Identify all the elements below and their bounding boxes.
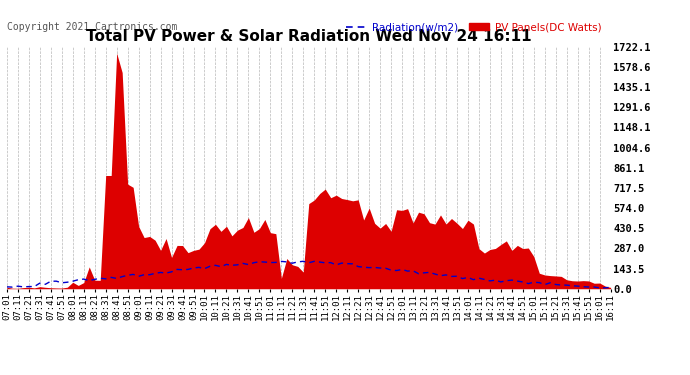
Title: Total PV Power & Solar Radiation Wed Nov 24 16:11: Total PV Power & Solar Radiation Wed Nov… bbox=[86, 29, 531, 44]
Legend: Radiation(w/m2), PV Panels(DC Watts): Radiation(w/m2), PV Panels(DC Watts) bbox=[342, 18, 605, 36]
Text: Copyright 2021 Cartronics.com: Copyright 2021 Cartronics.com bbox=[7, 22, 177, 32]
